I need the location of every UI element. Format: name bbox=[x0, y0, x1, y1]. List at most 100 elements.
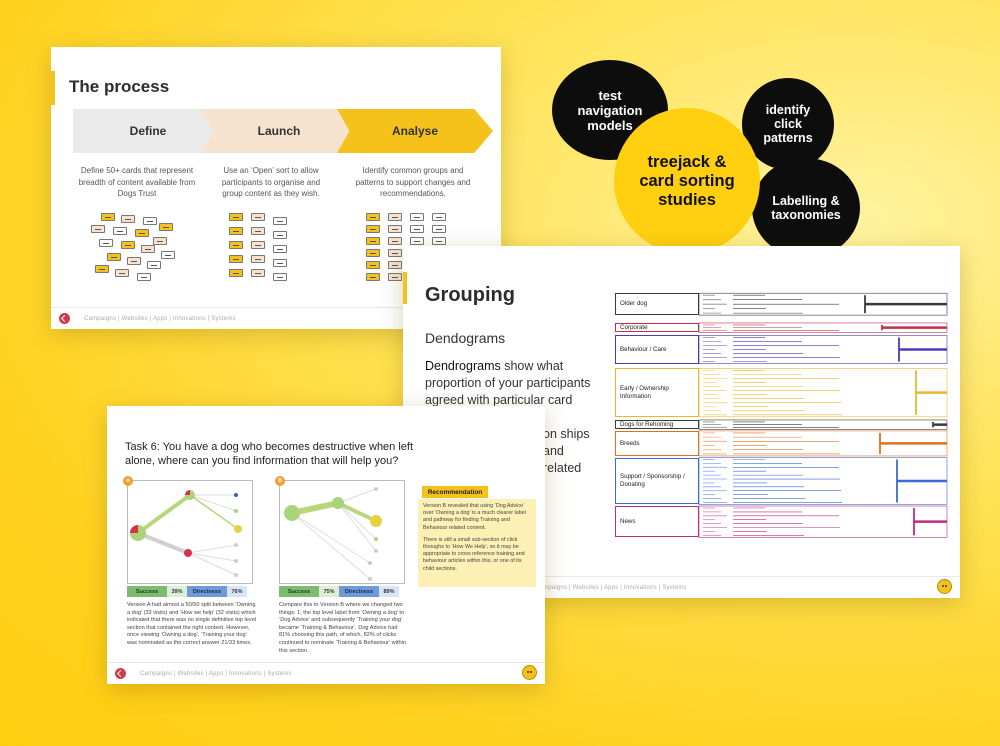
step-label: Analyse bbox=[391, 124, 439, 138]
slide-title: The process bbox=[69, 77, 170, 96]
dendrogram-group-label: Corporate bbox=[615, 322, 699, 333]
labelling-taxonomies-circle: Labelling & taxonomies bbox=[752, 158, 860, 258]
step-define-arrow: Define bbox=[73, 109, 223, 153]
card-icon bbox=[251, 213, 265, 221]
directness-label: Directness bbox=[339, 586, 379, 597]
slide-footer: Campaigns | Websites | Apps | Innovation… bbox=[403, 576, 960, 598]
card-icon bbox=[91, 225, 105, 233]
card-icon bbox=[229, 227, 243, 235]
step-description: Define 50+ cards that represent breadth … bbox=[78, 166, 196, 198]
step-launch-arrow: Launch bbox=[201, 109, 357, 153]
card-icon bbox=[410, 213, 424, 221]
recommendation-paragraph: Version B revealed that using ‘Dog Advic… bbox=[423, 503, 526, 531]
step-description: Use an ‘Open’ sort to allow participants… bbox=[221, 166, 321, 198]
recommendation-paragraph: There is still a small sub-section of cl… bbox=[423, 536, 525, 572]
card-icon bbox=[251, 241, 265, 249]
card-icon bbox=[366, 261, 380, 269]
card-icon bbox=[107, 253, 121, 261]
process-slide: The process Define Launch Analyse Define… bbox=[51, 47, 501, 329]
card-icon bbox=[229, 269, 243, 277]
dendrogram-chart: Older dog Corporate Behaviour / Care Early … bbox=[615, 276, 949, 542]
step-analyse-arrow: Analyse bbox=[337, 109, 493, 153]
card-scatter-illustration bbox=[91, 213, 181, 293]
dendrogram-group-label: Older dog bbox=[615, 293, 699, 316]
card-icon bbox=[366, 225, 380, 233]
card-icon bbox=[388, 225, 402, 233]
directness-value: 76% bbox=[227, 586, 247, 597]
card-icon bbox=[113, 227, 127, 235]
directness-value: 89% bbox=[379, 586, 399, 597]
card-icon bbox=[135, 229, 149, 237]
directness-label: Directness bbox=[187, 586, 227, 597]
task-slide: Task 6: You have a dog who becomes destr… bbox=[107, 406, 545, 684]
card-icon bbox=[115, 269, 129, 277]
footer-nav-text: Campaigns | Websites | Apps | Innovation… bbox=[140, 670, 292, 677]
footer-nav-text: Campaigns | Websites | Apps | Innovation… bbox=[84, 315, 236, 322]
card-icon bbox=[388, 249, 402, 257]
agency-logo-icon bbox=[59, 313, 70, 324]
slide-body-text: Dendrograms show what proportion of your… bbox=[425, 358, 601, 477]
card-icon bbox=[388, 237, 402, 245]
card-icon bbox=[273, 259, 287, 267]
pietree-a-svg bbox=[130, 490, 242, 577]
test-navigation-circle: test navigation models bbox=[552, 60, 668, 160]
success-value: 75% bbox=[319, 586, 339, 597]
dendrogram-group-label: Dogs for Rehoming bbox=[615, 419, 699, 430]
agency-logo-icon bbox=[115, 668, 126, 679]
slide-footer: Campaigns | Websites | Apps | Innovation… bbox=[107, 662, 545, 684]
pietree-b-svg bbox=[284, 487, 382, 581]
card-icon bbox=[251, 227, 265, 235]
card-icon bbox=[410, 237, 424, 245]
card-icon bbox=[95, 265, 109, 273]
card-icon bbox=[432, 237, 446, 245]
card-icon bbox=[366, 273, 380, 281]
card-icon bbox=[159, 223, 173, 231]
accent-bar bbox=[403, 272, 407, 304]
card-icon bbox=[121, 215, 135, 223]
task-text: You have a dog who becomes destructive w… bbox=[125, 441, 414, 467]
step-label: Define bbox=[129, 124, 167, 138]
version-a-description: Version A had almost a 50/50 split betwe… bbox=[127, 602, 257, 646]
dendrogram-group-label: News bbox=[615, 506, 699, 538]
slide-footer: Campaigns | Websites | Apps | Innovation… bbox=[51, 307, 501, 329]
card-icon bbox=[273, 245, 287, 253]
card-icon bbox=[366, 249, 380, 257]
circle-label: treejack & card sorting studies bbox=[639, 152, 735, 209]
card-icon bbox=[121, 241, 135, 249]
card-icon bbox=[366, 237, 380, 245]
circle-label: identify click patterns bbox=[763, 103, 813, 145]
card-icon bbox=[229, 255, 243, 263]
card-icon bbox=[141, 245, 155, 253]
step-description: Identify common groups and patterns to s… bbox=[355, 166, 471, 198]
card-icon bbox=[432, 213, 446, 221]
task-label: Task 6: bbox=[125, 441, 160, 453]
card-icon bbox=[388, 213, 402, 221]
card-icon bbox=[127, 257, 141, 265]
card-icon bbox=[251, 255, 265, 263]
card-icon bbox=[366, 213, 380, 221]
version-b-description: Compare this to Version B where we chang… bbox=[279, 602, 406, 654]
footer-nav-text: Campaigns | Websites | Apps | Innovation… bbox=[535, 584, 687, 591]
card-icon bbox=[229, 241, 243, 249]
card-icon bbox=[143, 217, 157, 225]
card-icon bbox=[273, 231, 287, 239]
accent-bar bbox=[51, 71, 55, 105]
dog-mascot-icon bbox=[937, 579, 952, 594]
click-patterns-circle: identify click patterns bbox=[742, 78, 834, 170]
dendrogram-group-label: Early / Ownership Information bbox=[615, 368, 699, 417]
recommendation-heading: Recommendation bbox=[422, 486, 488, 498]
card-icon bbox=[273, 217, 287, 225]
step-label: Launch bbox=[257, 124, 301, 138]
dendrogram-group-box bbox=[698, 368, 948, 418]
version-b-tree: B bbox=[275, 476, 405, 584]
success-label: Success bbox=[127, 586, 167, 597]
card-icon bbox=[229, 213, 243, 221]
body-strong: Dendrograms bbox=[425, 359, 501, 373]
dendrogram-group-label: Behaviour / Care bbox=[615, 335, 699, 364]
card-icon bbox=[410, 225, 424, 233]
circle-label: test navigation models bbox=[577, 87, 643, 133]
card-icon bbox=[432, 225, 446, 233]
task-question: Task 6: You have a dog who becomes destr… bbox=[125, 440, 425, 468]
card-icon bbox=[99, 239, 113, 247]
circle-label: Labelling & taxonomies bbox=[771, 194, 841, 222]
